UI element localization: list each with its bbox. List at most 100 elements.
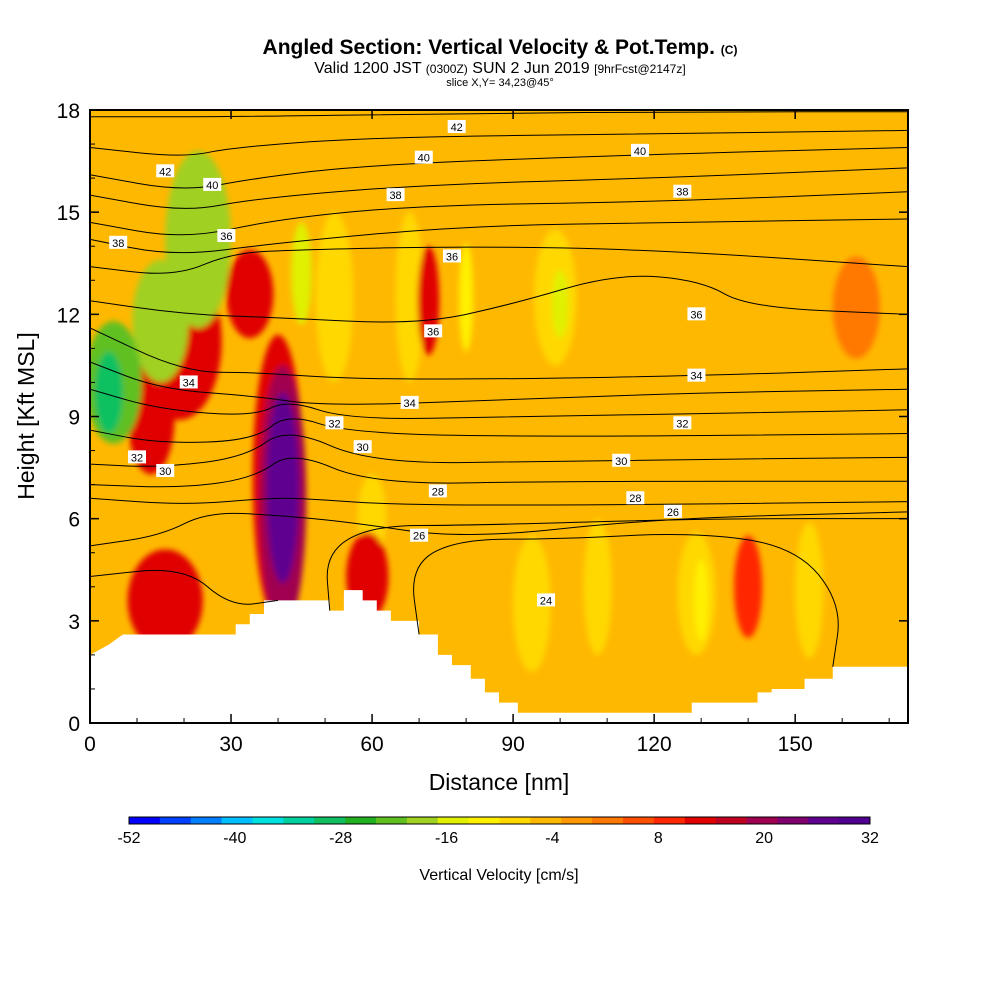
colorbar-swatch xyxy=(406,817,439,824)
y-tick-label: 12 xyxy=(57,304,80,327)
contour-label-bg xyxy=(687,307,706,321)
colorbar-swatch xyxy=(159,817,192,824)
theta-contour-32 xyxy=(90,418,908,443)
contour-label-text: 38 xyxy=(676,187,688,199)
colorbar-swatch xyxy=(190,817,223,824)
colorbar-frame xyxy=(128,816,871,825)
y-tick-label: 9 xyxy=(68,407,80,430)
contour-label: 30 xyxy=(353,440,372,454)
x-tick-label: 120 xyxy=(637,733,672,756)
velocity-cell xyxy=(795,522,824,659)
theta-contour-36 xyxy=(90,275,908,323)
contour-label-bg xyxy=(673,416,692,430)
contour-label-bg xyxy=(537,593,556,607)
velocity-cell xyxy=(266,392,300,584)
theta-contour-36 xyxy=(90,246,908,274)
contour-label: 34 xyxy=(179,375,198,389)
chart-title-mark: (C) xyxy=(720,43,738,57)
contour-label: 28 xyxy=(626,491,645,505)
theta-contour-38 xyxy=(90,191,908,236)
velocity-cell xyxy=(459,242,474,352)
theta-contour-34 xyxy=(90,327,908,380)
colorbar: -52 -40 -28 -16 -4 8 20 32 xyxy=(117,816,879,847)
contour-label-bg xyxy=(203,177,222,191)
colorbar-tick-label: 32 xyxy=(861,830,879,847)
velocity-cell xyxy=(734,535,763,638)
theta-contour-40 xyxy=(90,146,908,189)
contour-label-bg xyxy=(663,504,682,518)
subtitle-forecast: [9hrFcst@2147z] xyxy=(594,62,686,76)
velocity-cell xyxy=(551,270,569,339)
terrain xyxy=(90,590,908,723)
contour-label: 36 xyxy=(442,249,461,263)
contour-label: 38 xyxy=(109,235,128,250)
y-tick-label: 0 xyxy=(68,713,80,736)
theta-contour-32 xyxy=(90,388,908,419)
contour-label-text: 30 xyxy=(159,466,171,478)
contour-label-text: 32 xyxy=(131,452,143,464)
velocity-cell xyxy=(395,212,424,383)
colorbar-swatch xyxy=(653,817,686,824)
contour-label-bg xyxy=(612,453,631,467)
colorbar-swatch xyxy=(592,817,624,824)
contour-label: 32 xyxy=(673,416,692,430)
colorbar-swatch xyxy=(499,817,531,824)
colorbar-tick-label: -28 xyxy=(329,830,352,847)
y-tick-label: 18 xyxy=(57,100,80,123)
contour-label-text: 32 xyxy=(676,418,688,430)
velocity-cell xyxy=(94,351,123,434)
contour-label-bg xyxy=(447,120,466,134)
colorbar-swatch xyxy=(376,817,408,824)
velocity-cell xyxy=(583,518,612,655)
colorbar-swatch xyxy=(715,817,747,824)
colorbar-swatch xyxy=(808,817,840,824)
colorbar-swatch xyxy=(561,817,593,824)
colorbar-swatch xyxy=(839,817,871,824)
theta-contour-42 xyxy=(90,129,908,156)
contour-label-bg xyxy=(673,184,692,198)
contour-label-text: 24 xyxy=(540,595,552,607)
colorbar-swatch xyxy=(129,817,161,824)
colorbar-swatch xyxy=(252,817,284,824)
contour-label-text: 36 xyxy=(446,251,458,263)
contour-label: 40 xyxy=(414,150,433,165)
colorbar-tick-label: -16 xyxy=(435,830,458,847)
velocity-cell xyxy=(832,256,880,359)
contour-label-bg xyxy=(414,150,433,164)
vertical-velocity-field xyxy=(90,110,908,723)
contour-label: 36 xyxy=(687,307,706,321)
contour-label-text: 36 xyxy=(690,309,702,321)
colorbar-swatch xyxy=(437,817,470,824)
chart-title: Angled Section: Vertical Velocity & Pot.… xyxy=(0,36,1000,60)
contour-label-text: 28 xyxy=(432,486,444,498)
x-tick-label: 90 xyxy=(501,733,524,756)
velocity-cell xyxy=(132,259,189,383)
terrain-mask xyxy=(90,590,908,723)
contour-label: 42 xyxy=(156,164,175,178)
velocity-cell xyxy=(315,212,354,383)
contour-label: 32 xyxy=(325,416,344,430)
colorbar-swatch xyxy=(746,817,778,824)
theta-contour-34 xyxy=(90,361,908,405)
contour-label-text: 42 xyxy=(451,122,463,134)
y-tick-label: 6 xyxy=(68,509,80,532)
contour-label-text: 40 xyxy=(206,180,218,192)
chart-title-text: Angled Section: Vertical Velocity & Pot.… xyxy=(262,36,715,59)
theta-contour-40 xyxy=(90,167,908,209)
subtitle-utc: (0300Z) xyxy=(425,62,468,76)
contour-labels: 42 42 40 40 40 38 38 38 36 36 36 36 34 34 34 32 32 32 30 30… xyxy=(109,120,706,607)
contour-label: 38 xyxy=(673,184,692,199)
velocity-cell xyxy=(127,549,203,652)
contour-label-text: 40 xyxy=(634,146,646,158)
contour-label-text: 38 xyxy=(112,238,124,250)
theta-contour-28 xyxy=(90,497,908,506)
colorbar-swatch xyxy=(314,817,346,824)
contour-label: 32 xyxy=(128,450,147,464)
subtitle-valid: Valid 1200 JST xyxy=(314,60,422,77)
theta-contour-24 xyxy=(326,518,908,611)
colorbar-swatch xyxy=(345,817,377,824)
colorbar-swatch xyxy=(468,817,500,824)
x-tick-label: 0 xyxy=(84,733,96,756)
